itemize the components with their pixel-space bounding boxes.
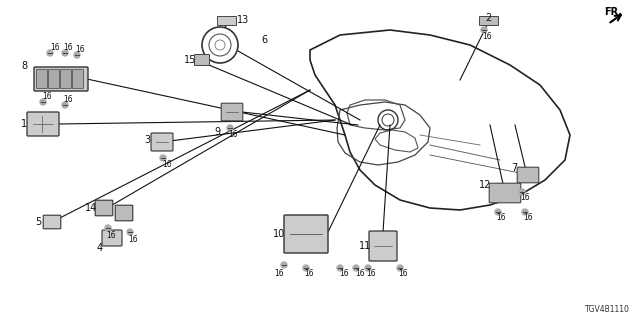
Text: 3: 3	[144, 135, 150, 145]
FancyBboxPatch shape	[72, 69, 83, 89]
FancyBboxPatch shape	[44, 215, 61, 229]
Text: 16: 16	[482, 31, 492, 41]
Text: 16: 16	[63, 43, 73, 52]
Text: 16: 16	[355, 269, 365, 278]
Text: 11: 11	[359, 241, 371, 251]
FancyBboxPatch shape	[61, 69, 72, 89]
Text: 16: 16	[50, 43, 60, 52]
FancyBboxPatch shape	[517, 167, 539, 183]
FancyBboxPatch shape	[27, 112, 59, 136]
FancyBboxPatch shape	[284, 215, 328, 253]
Circle shape	[365, 265, 371, 271]
FancyBboxPatch shape	[34, 67, 88, 91]
Text: 12: 12	[479, 180, 491, 190]
Circle shape	[495, 209, 501, 215]
Text: 6: 6	[261, 35, 267, 45]
Text: 16: 16	[128, 235, 138, 244]
Text: 16: 16	[42, 92, 52, 100]
Circle shape	[227, 125, 233, 131]
Text: 16: 16	[520, 194, 530, 203]
Circle shape	[522, 209, 528, 215]
Text: 8: 8	[21, 61, 27, 71]
Text: 4: 4	[97, 243, 103, 253]
Text: TGV4B1110: TGV4B1110	[585, 305, 630, 314]
FancyBboxPatch shape	[221, 103, 243, 121]
FancyBboxPatch shape	[115, 205, 133, 221]
Circle shape	[481, 27, 487, 33]
FancyBboxPatch shape	[36, 69, 47, 89]
Circle shape	[62, 102, 68, 108]
Circle shape	[303, 265, 309, 271]
FancyBboxPatch shape	[151, 133, 173, 151]
Circle shape	[353, 265, 359, 271]
Circle shape	[62, 50, 68, 56]
Text: 16: 16	[75, 44, 85, 53]
FancyBboxPatch shape	[479, 17, 499, 26]
Text: 7: 7	[511, 163, 517, 173]
Circle shape	[337, 265, 343, 271]
Circle shape	[47, 50, 53, 56]
Text: 5: 5	[35, 217, 41, 227]
Circle shape	[105, 225, 111, 231]
FancyBboxPatch shape	[489, 183, 521, 203]
FancyBboxPatch shape	[102, 230, 122, 246]
Circle shape	[40, 99, 46, 105]
Circle shape	[127, 229, 133, 235]
Text: 16: 16	[106, 230, 116, 239]
Text: FR.: FR.	[604, 7, 622, 17]
Circle shape	[74, 52, 80, 58]
Text: 14: 14	[85, 203, 97, 213]
FancyBboxPatch shape	[95, 200, 113, 216]
Text: 9: 9	[214, 127, 220, 137]
FancyBboxPatch shape	[49, 69, 60, 89]
Circle shape	[281, 262, 287, 268]
Circle shape	[397, 265, 403, 271]
Circle shape	[519, 189, 525, 195]
Text: 13: 13	[237, 15, 249, 25]
Text: 16: 16	[398, 269, 408, 278]
Text: 10: 10	[273, 229, 285, 239]
Text: 16: 16	[228, 130, 238, 139]
Text: 1: 1	[21, 119, 27, 129]
Text: 16: 16	[162, 159, 172, 169]
Text: 16: 16	[63, 94, 73, 103]
Text: 16: 16	[523, 213, 533, 222]
Text: 2: 2	[485, 13, 491, 23]
Circle shape	[160, 155, 166, 161]
Text: 16: 16	[366, 269, 376, 278]
FancyBboxPatch shape	[195, 54, 209, 66]
Text: 16: 16	[274, 268, 284, 277]
Text: 16: 16	[496, 213, 506, 222]
Text: 16: 16	[339, 269, 349, 278]
Text: 16: 16	[304, 269, 314, 278]
Text: 15: 15	[184, 55, 196, 65]
FancyBboxPatch shape	[218, 17, 237, 26]
FancyBboxPatch shape	[369, 231, 397, 261]
